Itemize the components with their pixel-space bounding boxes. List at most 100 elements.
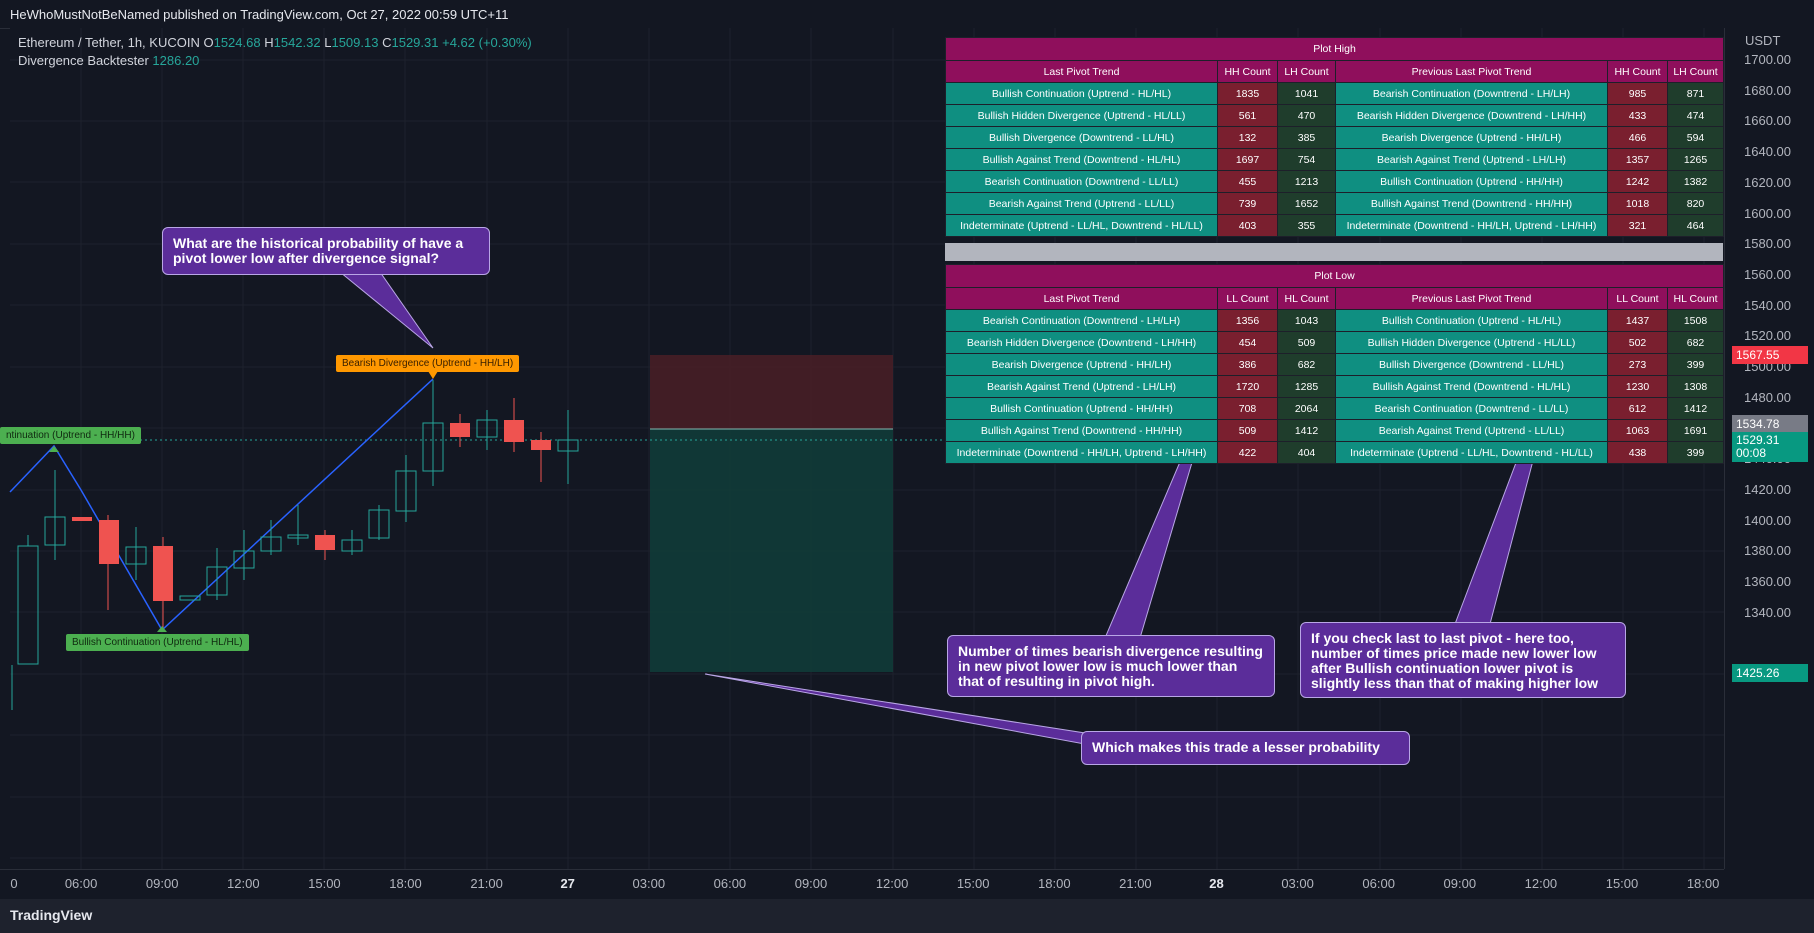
open-value: 1524.68 — [213, 35, 261, 50]
bearish-divergence-label[interactable]: Bearish Divergence (Uptrend - HH/LH) — [336, 355, 520, 372]
price-tick: 1340.00 — [1744, 604, 1791, 620]
time-tick: 09:00 — [794, 876, 828, 891]
table-cell: 355 — [1277, 214, 1336, 237]
table-cell: Bullish Against Trend (Downtrend - HL/HL… — [945, 148, 1218, 171]
current-price: 1529.31 — [1736, 433, 1780, 447]
table-cell: 1230 — [1607, 375, 1668, 398]
tradingview-logo[interactable]: TradingView — [10, 907, 93, 923]
question-callout[interactable]: What are the historical probability of h… — [162, 227, 490, 275]
price-tick: 1420.00 — [1744, 481, 1791, 497]
price-tick: 1380.00 — [1744, 543, 1791, 559]
table-header: Previous Last Pivot Trend — [1335, 60, 1608, 83]
stop-zone[interactable] — [650, 355, 893, 429]
table-cell: 386 — [1217, 353, 1278, 376]
indicator-name[interactable]: Divergence Backtester — [18, 53, 149, 68]
table-cell: 1508 — [1666, 309, 1725, 332]
time-tick: 21:00 — [1119, 876, 1152, 891]
table-separator — [945, 243, 1723, 261]
price-tick: 1580.00 — [1744, 236, 1791, 252]
table-row: Bullish Hidden Divergence (Uptrend - HL/… — [945, 104, 1725, 127]
table-cell: 985 — [1607, 82, 1668, 105]
table-cell: 455 — [1217, 170, 1278, 193]
time-tick: 15:00 — [956, 876, 990, 891]
table-cell: 682 — [1277, 353, 1336, 376]
table-cell: Indeterminate (Downtrend - HH/LH, Uptren… — [945, 441, 1218, 464]
table-header: LH Count — [1666, 60, 1725, 83]
price-tick: 1400.00 — [1744, 512, 1791, 528]
price-badge-high: 1567.55 — [1732, 346, 1808, 364]
table-cell: Bearish Divergence (Uptrend - HH/LH) — [945, 353, 1218, 376]
bearish-count-callout[interactable]: Number of times bearish divergence resul… — [947, 635, 1275, 697]
table-header: HH Count — [1607, 60, 1668, 83]
table-cell: 399 — [1666, 441, 1725, 464]
table-cell: Bearish Against Trend (Uptrend - LH/LH) — [1335, 148, 1608, 171]
price-badge-current: 1529.31 00:08 — [1732, 432, 1808, 462]
table-header: Last Pivot Trend — [945, 287, 1218, 310]
table-cell: 1041 — [1277, 82, 1336, 105]
table-row: Bearish Continuation (Downtrend - LL/LL)… — [945, 170, 1725, 193]
table-row: Bearish Hidden Divergence (Downtrend - L… — [945, 331, 1725, 354]
target-zone[interactable] — [650, 429, 893, 672]
close-label: C — [382, 35, 392, 50]
price-tick: 1480.00 — [1744, 389, 1791, 405]
table-row: Indeterminate (Uptrend - LL/HL, Downtren… — [945, 214, 1725, 237]
table-cell: 1720 — [1217, 375, 1278, 398]
table-cell: 438 — [1607, 441, 1668, 464]
table-header: LL Count — [1607, 287, 1668, 310]
table-cell: Bullish Against Trend (Downtrend - HH/HH… — [1335, 192, 1608, 215]
time-axis[interactable] — [0, 869, 1724, 900]
table-header: HL Count — [1277, 287, 1336, 310]
table-row: Bullish Against Trend (Downtrend - HL/HL… — [945, 148, 1725, 171]
table-cell: 321 — [1607, 214, 1668, 237]
table-row: Bullish Continuation (Uptrend - HL/HL) 18… — [945, 82, 1725, 105]
table-cell: 454 — [1217, 331, 1278, 354]
open-label: O — [203, 35, 214, 50]
close-value: 1529.31 — [391, 35, 439, 50]
table-row: Bearish Against Trend (Uptrend - LH/LH) 1… — [945, 375, 1725, 398]
table-cell: 1412 — [1666, 397, 1725, 420]
table-cell: Bullish Hidden Divergence (Uptrend - HL/… — [1335, 331, 1608, 354]
table-cell: 1437 — [1607, 309, 1668, 332]
price-tick: 1520.00 — [1744, 328, 1791, 344]
table-cell: 1382 — [1666, 170, 1725, 193]
table-cell: 561 — [1217, 104, 1278, 127]
time-tick: 12:00 — [227, 876, 260, 891]
table-cell: Bullish Against Trend (Downtrend - HH/HH… — [945, 419, 1218, 442]
time-tick: 12:00 — [1524, 876, 1558, 891]
table-row: Bullish Divergence (Downtrend - LL/HL) 13… — [945, 126, 1725, 149]
price-tick: 1660.00 — [1744, 113, 1791, 129]
table-cell: Bullish Against Trend (Downtrend - HL/HL… — [1335, 375, 1608, 398]
conclusion-callout[interactable]: Which makes this trade a lesser probabil… — [1081, 731, 1410, 765]
table-cell: 708 — [1217, 397, 1278, 420]
table-cell: 739 — [1217, 192, 1278, 215]
time-tick: 28 — [1209, 876, 1224, 891]
high-value: 1542.32 — [273, 35, 321, 50]
currency-label: USDT — [1745, 33, 1781, 48]
time-tick: 27 — [560, 876, 575, 891]
table-cell: 1412 — [1277, 419, 1336, 442]
table-cell: 502 — [1607, 331, 1668, 354]
table-cell: 1652 — [1277, 192, 1336, 215]
time-tick: 21:00 — [470, 876, 503, 891]
symbol-name[interactable]: Ethereum / Tether, 1h, KUCOIN — [18, 35, 200, 50]
last-to-last-callout[interactable]: If you check last to last pivot - here t… — [1300, 622, 1626, 698]
table-header: LL Count — [1217, 287, 1278, 310]
table-cell: 1835 — [1217, 82, 1278, 105]
continuation-label[interactable]: ntinuation (Uptrend - HH/HH) — [0, 427, 141, 444]
table-cell: 1357 — [1607, 148, 1668, 171]
table-cell: 1018 — [1607, 192, 1668, 215]
price-badge-target: 1425.26 — [1732, 664, 1808, 682]
plot-low-title: Plot Low — [944, 264, 1725, 288]
published-text: HeWhoMustNotBeNamed published on Trading… — [10, 7, 509, 22]
table-cell: Bullish Continuation (Uptrend - HL/HL) — [945, 82, 1218, 105]
table-row: Bearish Against Trend (Uptrend - LL/LL) 7… — [945, 192, 1725, 215]
table-cell: Bullish Continuation (Uptrend - HL/HL) — [1335, 309, 1608, 332]
table-header: Previous Last Pivot Trend — [1335, 287, 1608, 310]
table-cell: 132 — [1217, 126, 1278, 149]
time-tick: 09:00 — [145, 876, 179, 891]
time-tick: 06:00 — [1362, 876, 1395, 891]
table-cell: Bearish Against Trend (Uptrend - LH/LH) — [945, 375, 1218, 398]
table-cell: Bearish Against Trend (Uptrend - LL/LL) — [945, 192, 1218, 215]
bullish-continuation-label[interactable]: Bullish Continuation (Uptrend - HL/HL) — [66, 634, 249, 651]
table-cell: 422 — [1217, 441, 1278, 464]
